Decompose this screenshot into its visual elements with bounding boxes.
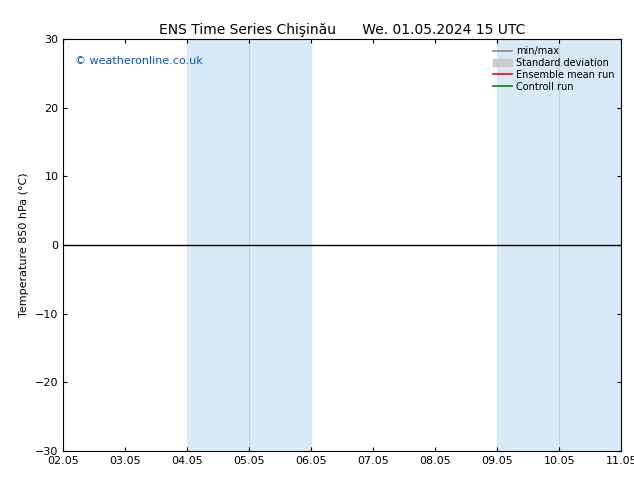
Y-axis label: Temperature 850 hPa (°C): Temperature 850 hPa (°C)	[20, 172, 30, 318]
Bar	[497, 39, 621, 451]
Bar	[188, 39, 311, 451]
Title: ENS Time Series Chişinău      We. 01.05.2024 15 UTC: ENS Time Series Chişinău We. 01.05.2024 …	[159, 23, 526, 37]
Text: © weatheronline.co.uk: © weatheronline.co.uk	[75, 56, 202, 66]
Legend: min/max, Standard deviation, Ensemble mean run, Controll run: min/max, Standard deviation, Ensemble me…	[489, 42, 618, 96]
